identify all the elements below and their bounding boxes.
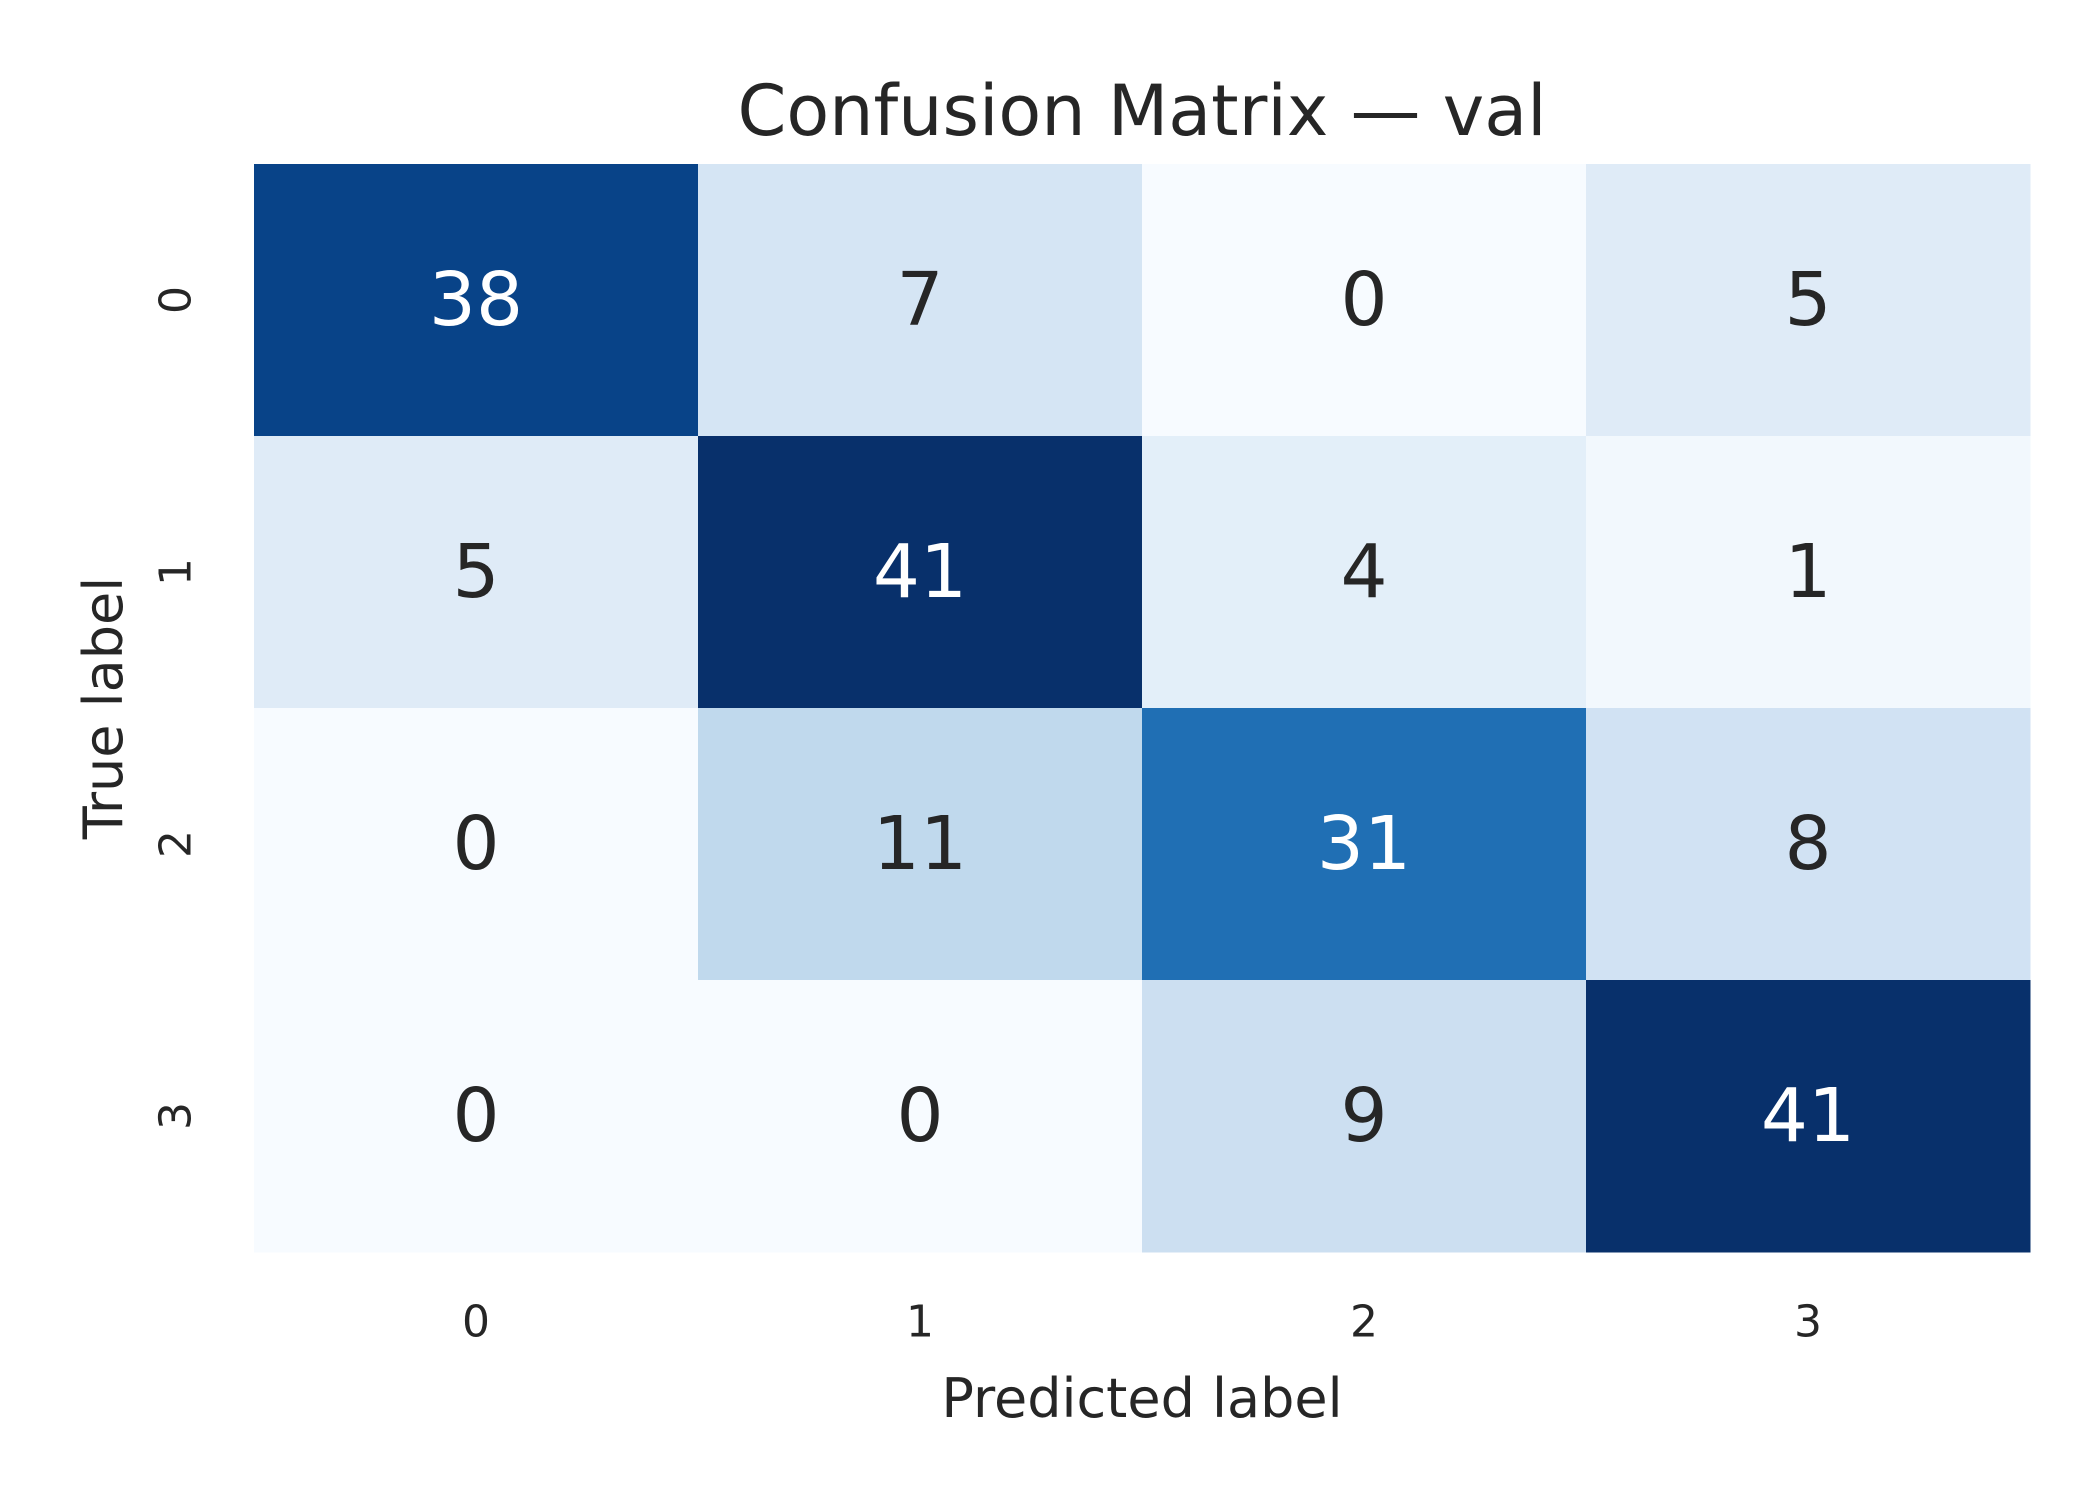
cell-value-r3-c3: 41: [1761, 1073, 1855, 1159]
x-tick-label-2: 2: [1350, 1297, 1378, 1348]
cell-value-r2-c3: 8: [1784, 801, 1831, 887]
heatmap-cell-r3-c3: [1586, 980, 2031, 1253]
cell-value-r0-c1: 7: [896, 257, 943, 343]
heatmap-cell-r2-c2: [1142, 708, 1587, 981]
x-axis-ticks: 0 1 2 3: [462, 1297, 1822, 1348]
heatmap-cell-r1-c0: [254, 436, 699, 709]
cell-value-r3-c2: 9: [1340, 1073, 1387, 1159]
y-tick-label-3: 3: [151, 1102, 202, 1130]
y-tick-label-2: 2: [151, 830, 202, 858]
heatmap-cell-r2-c1: [698, 708, 1143, 981]
cell-value-r1-c1: 41: [873, 529, 967, 615]
heatmap-cell-r1-c1: [698, 436, 1143, 709]
y-axis-label: True label: [72, 577, 135, 840]
cell-value-r2-c0: 0: [452, 801, 499, 887]
cell-value-r1-c0: 5: [452, 529, 499, 615]
cell-value-r3-c1: 0: [896, 1073, 943, 1159]
heatmap-cell-r2-c3: [1586, 708, 2031, 981]
x-tick-label-3: 3: [1794, 1297, 1822, 1348]
cell-value-r1-c2: 4: [1340, 529, 1387, 615]
cell-value-r0-c3: 5: [1784, 257, 1831, 343]
heatmap-cell-r3-c0: [254, 980, 699, 1253]
cell-value-r0-c0: 38: [429, 257, 523, 343]
heatmap-cell-r1-c2: [1142, 436, 1587, 709]
y-tick-label-0: 0: [151, 286, 202, 314]
heatmap-cell-r1-c3: [1586, 436, 2031, 709]
x-tick-label-1: 1: [906, 1297, 934, 1348]
heatmap-cell-r0-c1: [698, 164, 1143, 437]
cell-value-r3-c0: 0: [452, 1073, 499, 1159]
x-tick-label-0: 0: [462, 1297, 490, 1348]
cell-value-r2-c2: 31: [1317, 801, 1411, 887]
heatmap-cell-r2-c0: [254, 708, 699, 981]
cell-value-r2-c1: 11: [873, 801, 967, 887]
heatmap-cell-r3-c1: [698, 980, 1143, 1253]
heatmap-cells: [254, 164, 2031, 1253]
chart-title: Confusion Matrix — val: [737, 70, 1546, 152]
heatmap-cell-r0-c3: [1586, 164, 2031, 437]
heatmap-cell-r0-c0: [254, 164, 699, 437]
y-tick-label-1: 1: [151, 558, 202, 586]
x-axis-label: Predicted label: [941, 1367, 1342, 1430]
cell-value-r1-c3: 1: [1784, 529, 1831, 615]
heatmap-cell-r3-c2: [1142, 980, 1587, 1253]
heatmap-cell-r0-c2: [1142, 164, 1587, 437]
heatmap-cell-labels: 38 7 0 55 41 4 10 11 31 80 0 9 41: [429, 257, 1855, 1159]
cell-value-r0-c2: 0: [1340, 257, 1387, 343]
y-axis-ticks: 0 1 2 3: [151, 286, 202, 1130]
